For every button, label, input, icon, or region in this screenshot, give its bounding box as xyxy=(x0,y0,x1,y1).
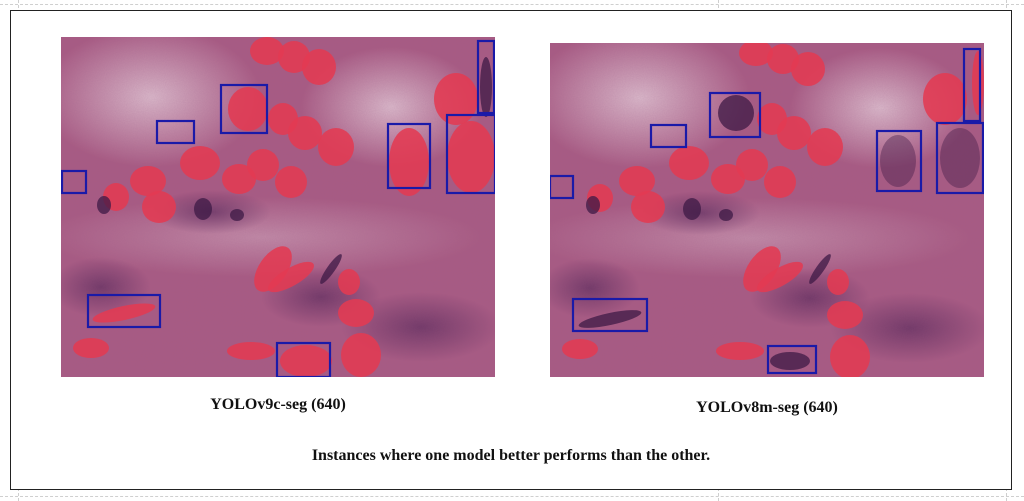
detection-box xyxy=(550,174,575,200)
nucleus xyxy=(97,196,111,214)
cell-mask xyxy=(562,339,598,359)
page-guide-bottom xyxy=(0,496,1024,497)
cell-mask xyxy=(619,166,655,196)
cell-mask xyxy=(341,333,381,377)
cell-mask xyxy=(767,44,799,74)
nucleus xyxy=(230,209,244,221)
cell-mask xyxy=(807,128,843,166)
nucleus xyxy=(940,128,980,188)
nucleus xyxy=(683,198,701,220)
cell-mask xyxy=(268,261,314,293)
detection-box xyxy=(219,83,269,135)
cell-mask xyxy=(222,164,256,194)
cell-mask xyxy=(716,342,764,360)
cell-mask xyxy=(972,51,984,115)
cell-mask xyxy=(827,301,863,329)
cell-mask xyxy=(338,269,360,295)
nucleus xyxy=(770,352,810,370)
cell-mask xyxy=(338,299,374,327)
cell-mask xyxy=(250,37,284,65)
figure-frame: YOLOv9c-seg (640) YOLOv8m-seg (640) Inst… xyxy=(10,10,1012,490)
detection-box xyxy=(766,344,818,375)
detection-boxes xyxy=(61,39,495,377)
nuclei xyxy=(97,57,492,284)
detection-box xyxy=(875,129,923,193)
right-panel-caption: YOLOv8m-seg (640) xyxy=(696,399,838,416)
detection-box xyxy=(649,123,688,149)
right-segmentation-svg xyxy=(550,43,984,377)
cell-mask xyxy=(447,121,495,193)
cell-masks xyxy=(562,43,984,377)
cell-mask xyxy=(434,73,478,125)
detection-box xyxy=(61,169,88,195)
cell-mask xyxy=(142,191,176,223)
cell-mask xyxy=(302,49,336,85)
cell-mask xyxy=(757,261,803,293)
detection-boxes xyxy=(550,47,984,375)
detection-box xyxy=(445,113,495,195)
tissue-texture xyxy=(61,37,495,377)
cell-mask xyxy=(247,149,279,181)
detection-box xyxy=(86,293,162,329)
cell-mask xyxy=(280,345,332,377)
cell-masks xyxy=(73,37,495,377)
nucleus xyxy=(320,254,342,284)
detection-box xyxy=(935,121,984,195)
cell-mask xyxy=(791,52,825,86)
figure-caption: Instances where one model better perform… xyxy=(311,447,711,464)
cell-mask xyxy=(254,246,292,292)
cell-mask xyxy=(318,128,354,166)
cell-mask xyxy=(923,73,967,125)
cell-mask xyxy=(736,149,768,181)
cell-mask xyxy=(288,116,322,150)
cell-mask xyxy=(764,166,796,198)
tissue-texture xyxy=(550,43,984,377)
cell-mask xyxy=(631,191,665,223)
cell-mask xyxy=(669,146,709,180)
cell-mask xyxy=(278,41,310,73)
detection-box xyxy=(386,122,432,190)
cell-mask xyxy=(777,116,811,150)
right-segmentation-image xyxy=(550,43,984,377)
nuclei xyxy=(578,95,980,370)
detection-box xyxy=(571,297,649,333)
page-guide-top xyxy=(0,4,1024,5)
left-segmentation-image xyxy=(61,37,495,377)
detection-box xyxy=(708,91,762,139)
nucleus xyxy=(194,198,212,220)
cell-mask xyxy=(743,246,781,292)
cell-mask xyxy=(830,335,870,377)
nucleus xyxy=(718,95,754,131)
left-segmentation-svg xyxy=(61,37,495,377)
left-panel-caption: YOLOv9c-seg (640) xyxy=(210,396,346,413)
detection-box xyxy=(155,119,196,145)
cell-mask xyxy=(130,166,166,196)
cell-mask xyxy=(92,303,156,323)
cell-mask xyxy=(73,338,109,358)
detection-box xyxy=(476,39,495,115)
cell-mask xyxy=(739,43,773,66)
cell-mask xyxy=(275,166,307,198)
cell-mask xyxy=(711,164,745,194)
nucleus xyxy=(719,209,733,221)
nucleus xyxy=(880,135,916,187)
cell-mask xyxy=(227,342,275,360)
cell-mask xyxy=(180,146,220,180)
cell-mask xyxy=(228,87,268,131)
nucleus xyxy=(578,310,642,328)
cell-mask xyxy=(389,128,429,196)
cell-mask xyxy=(827,269,849,295)
nucleus xyxy=(480,57,492,117)
detection-box xyxy=(962,47,982,123)
nucleus xyxy=(586,196,600,214)
detection-box xyxy=(275,341,332,377)
nucleus xyxy=(809,254,831,284)
